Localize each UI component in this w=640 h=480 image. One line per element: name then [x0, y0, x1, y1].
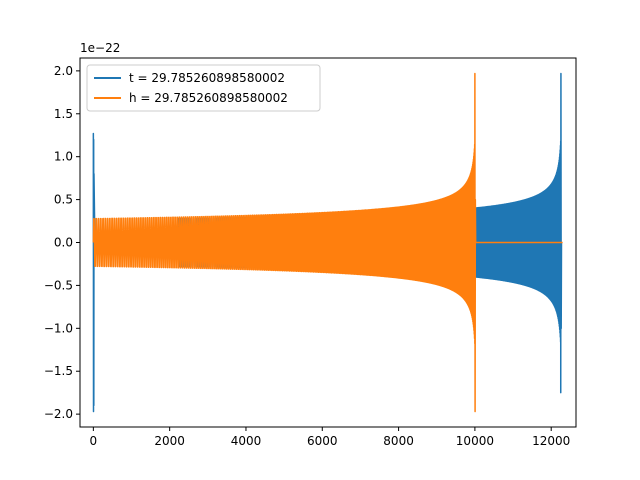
x-tick-label: 4000 — [231, 434, 262, 448]
series-line-h — [92, 72, 563, 413]
y-offset-text: 1e−22 — [80, 41, 120, 55]
y-tick-label: −1.5 — [44, 364, 73, 378]
y-tick-label: 2.0 — [54, 64, 73, 78]
y-tick-label: −1.0 — [44, 321, 73, 335]
legend-label: h = 29.785260898580002 — [129, 91, 288, 105]
x-tick-label: 0 — [90, 434, 98, 448]
legend-box — [86, 64, 321, 112]
y-tick-label: 1.0 — [54, 150, 73, 164]
x-tick-label: 6000 — [307, 434, 338, 448]
y-tick-label: 0.0 — [54, 236, 73, 250]
y-tick-label: 0.5 — [54, 193, 73, 207]
axes: 0 2000 4000 6000 8000 10000 12000 −2.0 −1.5 −1.0 −… — [44, 57, 577, 448]
x-tick-label: 2000 — [154, 434, 185, 448]
x-tick-label: 8000 — [383, 434, 414, 448]
plot-area — [92, 72, 563, 413]
legend: t = 29.785260898580002 h = 29.78526089858… — [86, 64, 321, 112]
y-tick-label: −2.0 — [44, 407, 73, 421]
x-tick-label: 12000 — [532, 434, 570, 448]
legend-label: t = 29.785260898580002 — [129, 71, 285, 85]
x-tick-label: 10000 — [456, 434, 494, 448]
y-tick-label: 1.5 — [54, 107, 73, 121]
y-tick-label: −0.5 — [44, 278, 73, 292]
